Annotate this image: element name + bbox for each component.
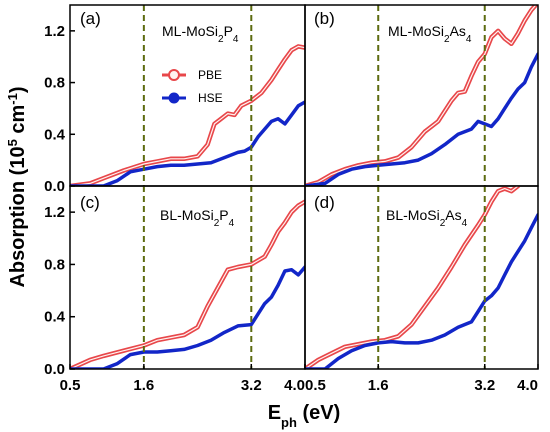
ytick-label-a-0: 0.0 xyxy=(44,178,65,195)
legend-hse-label: HSE xyxy=(198,91,223,105)
y-axis-title-base: Absorption (10 xyxy=(7,146,29,287)
ytick-label-a-1: 0.4 xyxy=(44,126,66,143)
ytick-label-c-1: 0.4 xyxy=(44,309,66,326)
panel-label-c: (c) xyxy=(80,193,100,212)
panel-c: 0.0 0.4 0.8 1.2 0.5 1.6 3.2 4.0 (c) xyxy=(44,185,306,394)
xtick-label-d-2: 3.2 xyxy=(474,377,495,394)
series-hse-d xyxy=(305,213,538,369)
ytick-label-c-2: 0.8 xyxy=(44,256,65,273)
legend: PBE HSE xyxy=(162,68,223,105)
panel-label-d: (d) xyxy=(314,193,335,212)
x-axis-title: Eph (eV) xyxy=(268,402,341,430)
xtick-label-c-1: 1.6 xyxy=(133,377,154,394)
series-hse-b xyxy=(305,52,538,186)
legend-pbe-label: PBE xyxy=(198,68,222,82)
y-axis-title-mid: cm xyxy=(7,105,29,139)
material-label-d: BL-MoSi2As4 xyxy=(386,207,468,229)
series-pbe-a-highlight xyxy=(70,45,305,186)
xtick-label-d-3: 4.0 xyxy=(517,377,538,394)
x-axis-title-base: E xyxy=(268,402,281,424)
x-axis-title-end: (eV) xyxy=(297,402,340,424)
y-axis-title: Absorption (105 cm-1) xyxy=(5,86,30,287)
series-hse-c xyxy=(70,265,305,369)
panel-label-a: (a) xyxy=(80,9,101,28)
xtick-label-d-0: 0.5 xyxy=(305,377,326,394)
x-axis-title-sub: ph xyxy=(281,415,297,430)
series-pbe-c xyxy=(70,199,305,369)
ytick-label-a-2: 0.8 xyxy=(44,75,65,92)
xtick-label-c-2: 3.2 xyxy=(241,377,262,394)
legend-pbe-marker xyxy=(168,69,180,81)
panel-label-b: (b) xyxy=(314,9,335,28)
series-pbe-c-highlight xyxy=(70,201,305,369)
panel-d: 0.5 1.6 3.2 4.0 (d) xyxy=(304,185,539,394)
series-hse-a xyxy=(70,100,305,186)
ytick-label-c-0: 0.0 xyxy=(44,361,65,378)
series-pbe-b-highlight xyxy=(305,5,537,186)
material-label-a: ML-MoSi2P4 xyxy=(162,23,239,45)
xtick-label-c-3: 4.0 xyxy=(284,377,305,394)
panel-b: (b) xyxy=(304,4,539,187)
y-axis-title-sup1: 5 xyxy=(5,139,20,146)
ytick-label-c-3: 1.2 xyxy=(44,204,65,221)
legend-hse-marker xyxy=(168,92,180,104)
panel-frame-d xyxy=(304,185,539,370)
y-axis-title-sup2: -1 xyxy=(5,93,20,105)
material-label-b: ML-MoSi2As4 xyxy=(388,23,472,45)
y-axis-title-end: ) xyxy=(7,86,29,93)
xtick-label-d-1: 1.6 xyxy=(368,377,389,394)
series-pbe-d-highlight xyxy=(305,186,519,369)
material-label-c: BL-MoSi2P4 xyxy=(160,207,235,229)
ytick-label-a-3: 1.2 xyxy=(44,23,65,40)
xtick-label-c-0: 0.5 xyxy=(60,377,81,394)
